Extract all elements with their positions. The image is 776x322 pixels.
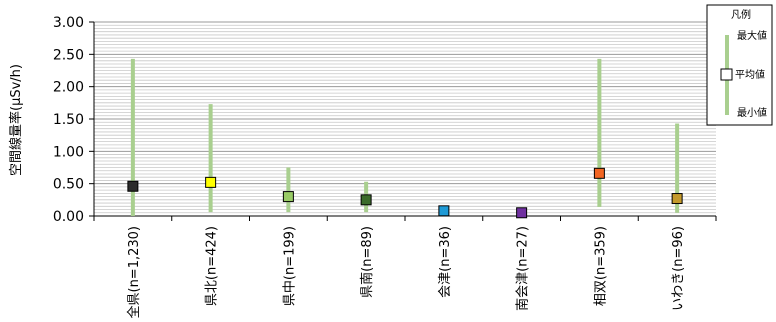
mean-marker [127, 180, 139, 192]
mean-marker [205, 176, 217, 188]
mean-marker [438, 205, 450, 217]
y-tick-label: 3.00 [53, 15, 84, 31]
legend-box [706, 4, 773, 126]
category-label: いわき(n=96) [671, 226, 686, 311]
mean-markers [127, 167, 683, 219]
range-bar [208, 104, 213, 213]
category-label: 全県(n=1,230) [126, 226, 142, 319]
axes [89, 21, 717, 221]
category-label: 県北(n=424) [205, 226, 220, 306]
range-bar [675, 123, 680, 213]
range-bar [130, 58, 135, 216]
legend-mean-label: 平均値 [735, 68, 765, 81]
y-tick-label: 1.50 [53, 112, 84, 128]
y-tick-label: 0.00 [53, 209, 84, 225]
range-bar [286, 167, 291, 213]
category-labels: 全県(n=1,230) 県北(n=424) 県中(n=199) 県南(n=89) 会津(… [126, 226, 686, 319]
legend: 凡例 最大値 平均値 最小値 [706, 4, 773, 126]
category-label: 南会津(n=27) [515, 226, 531, 311]
mean-marker [360, 194, 372, 206]
y-tick-label: 2.00 [53, 80, 84, 96]
legend-max-label: 最大値 [737, 29, 767, 42]
y-axis-title: 空間線量率(μSv/h) [8, 64, 24, 176]
category-label: 会津(n=36) [438, 226, 453, 298]
y-tick-label: 1.00 [53, 144, 84, 160]
y-tick-labels: 0.00 0.50 1.00 1.50 2.00 2.50 3.00 [53, 15, 84, 225]
category-label: 県南(n=89) [359, 226, 375, 298]
category-label: 県中(n=199) [282, 226, 297, 306]
range-bars [130, 58, 680, 216]
mean-marker [671, 193, 683, 205]
y-tick-label: 2.50 [53, 47, 84, 63]
mean-marker [516, 207, 528, 219]
legend-mean-marker [720, 68, 733, 81]
y-tick-label: 0.50 [53, 177, 84, 193]
grid-lines [94, 21, 716, 214]
legend-min-label: 最小値 [737, 106, 767, 119]
range-bar [597, 58, 602, 207]
mean-marker [282, 191, 294, 203]
category-label: 相双(n=359) [593, 226, 608, 306]
legend-title: 凡例 [731, 8, 751, 21]
mean-marker [593, 167, 605, 179]
